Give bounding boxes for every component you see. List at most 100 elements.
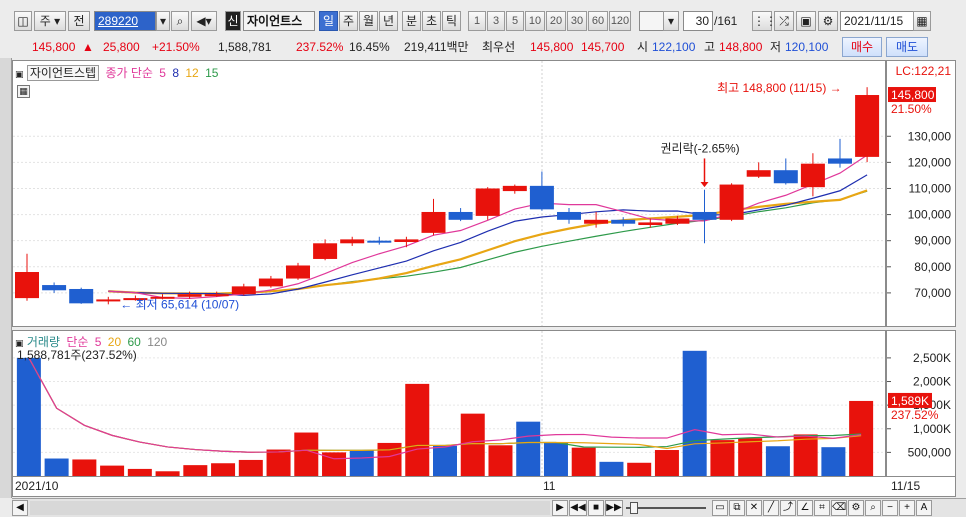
speaker-icon[interactable]: ◀▾ (191, 11, 217, 31)
chart-tool-icon[interactable]: ⤮ (774, 11, 794, 31)
volume-bar (127, 468, 152, 476)
price-legend: ▣ 자이언트스텝 종가 단순 5 8 12 15 (15, 64, 218, 81)
line-tool-icon[interactable]: ╱ (763, 500, 779, 516)
volume-tick-label: 2,000K (913, 375, 951, 389)
stop-icon[interactable]: ■ (588, 500, 604, 516)
volume-value: 1,588,781 (218, 40, 272, 54)
play-icon[interactable]: ▶ (552, 500, 568, 516)
stock-name-field[interactable]: 자이언트스 (243, 11, 315, 31)
volume-bar (183, 465, 208, 476)
volume-bar (44, 458, 69, 476)
volume-bar (488, 445, 513, 476)
code-dropdown-icon[interactable]: ▾ (156, 11, 170, 31)
cross-tool-icon[interactable]: ✕ (746, 500, 762, 516)
volume-bar (294, 432, 319, 476)
interval-tab-20[interactable]: 20 (546, 11, 566, 31)
gear-icon[interactable]: ⚙ (818, 11, 838, 31)
timeframe-tab-1[interactable]: 주 (339, 11, 358, 31)
date-input[interactable]: 2021/11/15 (840, 11, 914, 31)
rights-annotation: 권리락(-2.65%) (661, 142, 740, 156)
price-tick-label: 70,000 (914, 286, 951, 300)
interval-tab-3[interactable]: 3 (487, 11, 505, 31)
interval-tab-5[interactable]: 5 (506, 11, 524, 31)
timeframe-tab-4[interactable]: 분 (402, 11, 421, 31)
candle-body (692, 211, 717, 220)
vma5-line (28, 357, 862, 460)
sell-button[interactable]: 매도 (886, 37, 928, 57)
vol-tag-bg (888, 392, 932, 408)
interval-tab-10[interactable]: 10 (525, 11, 545, 31)
volume-bar (516, 421, 541, 476)
volume-chart-panel: ▣ 거래량 단순 5 20 60 120 1,588,781주(237.52%) (12, 330, 886, 477)
window-menu-icon[interactable]: ◫ (14, 11, 32, 31)
table-toggle-icon[interactable]: ▦ (17, 85, 30, 98)
grid-icon[interactable]: ⋮⋮ (752, 11, 777, 31)
candle-body (286, 265, 310, 279)
zoom-out-icon[interactable]: − (882, 500, 898, 516)
interval-tab-120[interactable]: 120 (609, 11, 631, 31)
candle-body (611, 219, 636, 224)
total-count: /161 (714, 14, 738, 28)
timeframe-tab-0[interactable]: 일 (319, 11, 338, 31)
candle-body (367, 240, 392, 243)
volume-ratio: 237.52% (296, 40, 344, 54)
timeframe-tab-5[interactable]: 초 (422, 11, 441, 31)
price-tick-label: 110,000 (909, 181, 952, 195)
window-icon[interactable]: ▭ (712, 500, 728, 516)
price-panel-title: 자이언트스텝 (26, 65, 100, 81)
zoom-slider[interactable] (626, 507, 706, 509)
buy-button[interactable]: 매수 (842, 37, 882, 57)
candle-body (177, 294, 202, 297)
lc-label: LC:122,21 (896, 64, 952, 78)
save-icon[interactable]: ▣ (796, 11, 816, 31)
rewind-icon[interactable]: ◀◀ (569, 500, 587, 516)
ma5-label: 5 (159, 66, 166, 80)
horizontal-scrollbar[interactable] (30, 501, 550, 515)
calendar-icon[interactable]: ▦ (913, 11, 931, 31)
fast-forward-icon[interactable]: ▶▶ (605, 500, 623, 516)
high-label: 고 (704, 40, 716, 54)
legend-box-icon: ▣ (15, 69, 24, 79)
high-price: 148,800 (719, 40, 763, 54)
price-tick-label: 80,000 (914, 260, 951, 274)
font-size-icon[interactable]: A (916, 500, 932, 516)
left-tool-strip[interactable] (0, 58, 12, 498)
candle-body (665, 218, 690, 224)
volume-bar (599, 461, 624, 476)
volume-bar (627, 462, 652, 476)
price-tick-label: 90,000 (914, 234, 951, 248)
search-icon[interactable]: ⌕ (171, 11, 189, 31)
gear-icon[interactable]: ⚙ (848, 500, 864, 516)
low-price: 120,100 (785, 40, 829, 54)
candle-body (502, 185, 527, 192)
window-multi-icon[interactable]: ⧉ (729, 500, 745, 516)
interval-tab-30[interactable]: 30 (567, 11, 587, 31)
x-label-mid: 11 (543, 479, 556, 493)
angle-tool-icon[interactable]: ∠ (797, 500, 813, 516)
trend-tool-icon[interactable]: ⤴ (780, 500, 796, 516)
interval-tab-1[interactable]: 1 (468, 11, 486, 31)
stock-code-input[interactable]: 289220 (94, 11, 156, 31)
timeframe-tab-2[interactable]: 월 (359, 11, 378, 31)
count-input[interactable]: 30 (683, 11, 713, 31)
text-tool-icon[interactable]: ⌗ (814, 500, 830, 516)
period-select[interactable]: 주 ▾ (34, 11, 66, 31)
interval-tab-60[interactable]: 60 (588, 11, 608, 31)
open-price: 122,100 (652, 40, 696, 54)
scroll-left-icon[interactable]: ◀ (12, 500, 28, 516)
interval-dropdown-icon[interactable]: ▾ (663, 11, 679, 31)
price-axis-svg: 70,000 80,000 90,000 100,000 110,000 120,000 1… (887, 64, 952, 300)
vma20-label: 20 (107, 335, 122, 349)
candle-body (123, 298, 148, 301)
zoom-slider-handle[interactable] (630, 502, 638, 514)
timeframe-tab-3[interactable]: 년 (379, 11, 398, 31)
zoom-in-icon[interactable]: + (899, 500, 915, 516)
delete-tool-icon[interactable]: ⌫ (831, 500, 847, 516)
prev-button[interactable]: 전 (68, 11, 90, 31)
timeframe-tab-6[interactable]: 틱 (442, 11, 461, 31)
candle-body (800, 163, 825, 188)
ask-price: 145,800 (530, 40, 574, 54)
open-label: 시 (637, 40, 649, 54)
zoom-icon[interactable]: ⌕ (865, 500, 881, 516)
